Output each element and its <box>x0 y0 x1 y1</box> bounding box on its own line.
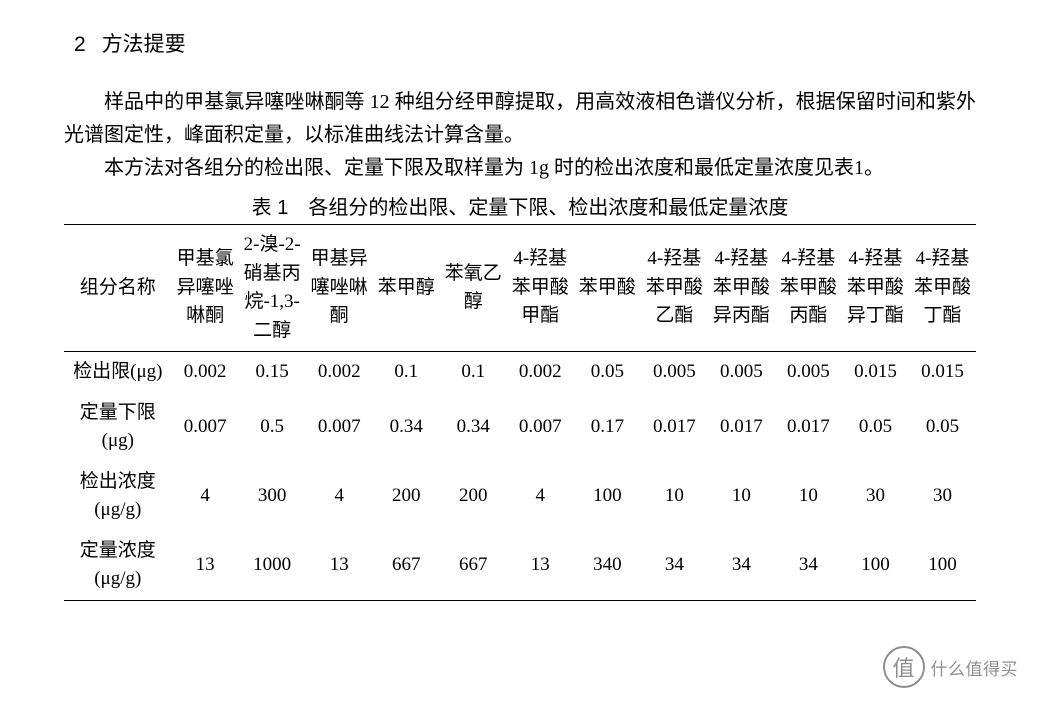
table-cell: 0.002 <box>507 352 574 393</box>
column-header: 4-羟基苯甲酸异丙酯 <box>708 225 775 352</box>
table-cell: 667 <box>440 531 507 601</box>
table-row: 定量浓度(μg/g) 13 1000 13 667 667 13 340 34 … <box>64 531 976 601</box>
table-row: 检出限(μg) 0.002 0.15 0.002 0.1 0.1 0.002 0… <box>64 352 976 393</box>
section-number: 2 <box>74 33 86 56</box>
table-cell: 1000 <box>239 531 306 601</box>
table-cell: 0.005 <box>641 352 708 393</box>
table-cell: 100 <box>842 531 909 601</box>
table-cell: 10 <box>775 462 842 531</box>
table-cell: 4 <box>172 462 239 531</box>
row-label: 定量下限(μg) <box>64 393 172 462</box>
table-cell: 13 <box>507 531 574 601</box>
table-cell: 34 <box>775 531 842 601</box>
column-header: 4-羟基苯甲酸丙酯 <box>775 225 842 352</box>
column-header: 4-羟基苯甲酸异丁酯 <box>842 225 909 352</box>
table-cell: 340 <box>574 531 641 601</box>
table-cell: 667 <box>373 531 440 601</box>
row-label: 定量浓度(μg/g) <box>64 531 172 601</box>
table-cell: 13 <box>306 531 373 601</box>
column-header: 甲基氯异噻唑啉酮 <box>172 225 239 352</box>
table-cell: 0.007 <box>507 393 574 462</box>
table-cell: 30 <box>909 462 976 531</box>
components-table: 组分名称 甲基氯异噻唑啉酮 2-溴-2-硝基丙烷-1,3-二醇 甲基异噻唑啉酮 … <box>64 224 976 601</box>
column-header: 2-溴-2-硝基丙烷-1,3-二醇 <box>239 225 306 352</box>
table-cell: 200 <box>440 462 507 531</box>
table-header-row: 组分名称 甲基氯异噻唑啉酮 2-溴-2-硝基丙烷-1,3-二醇 甲基异噻唑啉酮 … <box>64 225 976 352</box>
table-cell: 0.17 <box>574 393 641 462</box>
document-page: 2 方法提要 样品中的甲基氯异噻唑啉酮等 12 种组分经甲醇提取，用高效液相色谱仪… <box>0 0 1040 601</box>
column-header: 苯甲醇 <box>373 225 440 352</box>
table-cell: 0.1 <box>373 352 440 393</box>
table-cell: 0.002 <box>172 352 239 393</box>
watermark: 值 什么值得买 <box>883 646 1019 688</box>
table-caption: 表 1 各组分的检出限、定量下限、检出浓度和最低定量浓度 <box>64 191 976 220</box>
table-cell: 0.007 <box>306 393 373 462</box>
table-cell: 0.015 <box>909 352 976 393</box>
watermark-icon-text: 值 <box>892 651 914 683</box>
table-cell: 0.005 <box>775 352 842 393</box>
section-heading: 2 方法提要 <box>74 28 976 58</box>
table-cell: 13 <box>172 531 239 601</box>
table-cell: 10 <box>708 462 775 531</box>
table-cell: 0.007 <box>172 393 239 462</box>
table-cell: 4 <box>306 462 373 531</box>
watermark-icon: 值 <box>883 646 925 688</box>
table-cell: 100 <box>574 462 641 531</box>
paragraph-2: 本方法对各组分的检出限、定量下限及取样量为 1g 时的检出浓度和最低定量浓度见表… <box>64 152 976 185</box>
table-cell: 0.017 <box>775 393 842 462</box>
table-cell: 0.015 <box>842 352 909 393</box>
table-cell: 0.05 <box>842 393 909 462</box>
table-cell: 0.002 <box>306 352 373 393</box>
column-header: 苯甲酸 <box>574 225 641 352</box>
table-cell: 0.017 <box>708 393 775 462</box>
table-cell: 34 <box>708 531 775 601</box>
table-cell: 0.34 <box>440 393 507 462</box>
table-cell: 0.017 <box>641 393 708 462</box>
paragraph-1: 样品中的甲基氯异噻唑啉酮等 12 种组分经甲醇提取，用高效液相色谱仪分析，根据保… <box>64 86 976 152</box>
table-row: 定量下限(μg) 0.007 0.5 0.007 0.34 0.34 0.007… <box>64 393 976 462</box>
column-header: 4-羟基苯甲酸丁酯 <box>909 225 976 352</box>
table-cell: 10 <box>641 462 708 531</box>
table-cell: 0.05 <box>574 352 641 393</box>
table-cell: 0.1 <box>440 352 507 393</box>
table-cell: 300 <box>239 462 306 531</box>
row-label: 检出浓度(μg/g) <box>64 462 172 531</box>
table-cell: 0.05 <box>909 393 976 462</box>
table-cell: 0.15 <box>239 352 306 393</box>
table-cell: 100 <box>909 531 976 601</box>
column-header: 4-羟基苯甲酸甲酯 <box>507 225 574 352</box>
table-cell: 30 <box>842 462 909 531</box>
table-cell: 0.005 <box>708 352 775 393</box>
table-cell: 4 <box>507 462 574 531</box>
table-cell: 200 <box>373 462 440 531</box>
watermark-label: 什么值得买 <box>931 655 1019 680</box>
column-header: 甲基异噻唑啉酮 <box>306 225 373 352</box>
column-header: 4-羟基苯甲酸乙酯 <box>641 225 708 352</box>
table-cell: 0.34 <box>373 393 440 462</box>
row-label-header: 组分名称 <box>64 225 172 352</box>
section-title: 方法提要 <box>102 33 186 56</box>
row-label: 检出限(μg) <box>64 352 172 393</box>
column-header: 苯氧乙醇 <box>440 225 507 352</box>
table-row: 检出浓度(μg/g) 4 300 4 200 200 4 100 10 10 1… <box>64 462 976 531</box>
table-cell: 0.5 <box>239 393 306 462</box>
table-cell: 34 <box>641 531 708 601</box>
